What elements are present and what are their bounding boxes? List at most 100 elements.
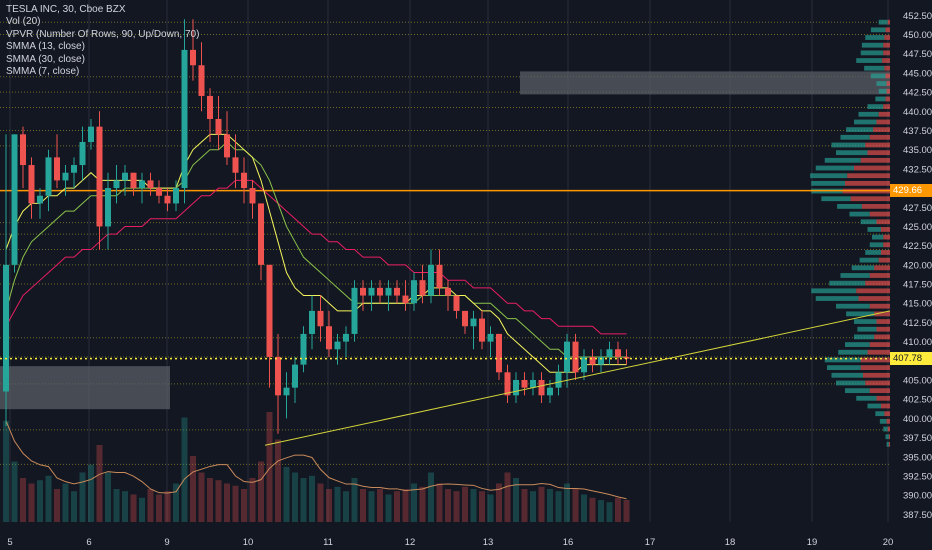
volume-bar-54 (462, 486, 468, 522)
y-tick-label-19: 435.00 (903, 145, 932, 156)
y-tick-label-5: 400.00 (903, 414, 932, 425)
volume-bar-9 (79, 472, 86, 522)
vpvr-down-54 (888, 434, 890, 440)
volume-bar-49 (419, 486, 426, 522)
candle-body-51 (436, 264, 443, 288)
candle-body-12 (105, 188, 111, 227)
candle-body-26 (224, 134, 230, 158)
vpvr-up-3 (861, 42, 884, 48)
candle-body-42 (360, 287, 366, 296)
vpvr-up-46 (831, 372, 863, 378)
vpvr-down-4 (883, 50, 890, 56)
volume-bar-40 (343, 491, 349, 522)
y-tick-label-15: 425.00 (903, 222, 932, 233)
candle-body-6 (54, 157, 60, 181)
y-tick-label-23: 445.00 (903, 68, 932, 79)
price-tag-last: 407.78 (890, 352, 932, 366)
y-tick-label-26: 452.50 (903, 11, 932, 22)
candle-body-57 (487, 333, 494, 342)
volume-bar-66 (564, 483, 570, 522)
volume-bar-56 (479, 491, 485, 522)
candle-body-21 (181, 49, 188, 189)
volume-bar-11 (96, 445, 103, 522)
vpvr-down-42 (869, 342, 890, 347)
vpvr-down-6 (884, 65, 890, 71)
candle-body-62 (530, 379, 536, 388)
vpvr-down-14 (873, 127, 890, 133)
volume-bar-19 (164, 491, 171, 522)
vpvr-up-9 (878, 88, 887, 94)
x-tick-label-5: 12 (405, 537, 416, 548)
volume-bar-64 (547, 489, 553, 522)
candle-body-53 (453, 295, 460, 311)
candle-body-56 (479, 318, 485, 342)
vpvr-up-38 (846, 311, 875, 317)
volume-bar-61 (521, 489, 528, 522)
volume-bar-45 (385, 494, 392, 522)
volume-bar-0 (3, 420, 9, 522)
candle-body-68 (581, 356, 587, 373)
candle-body-29 (249, 188, 256, 204)
vpvr-down-1 (885, 27, 890, 33)
volume-bar-44 (377, 489, 383, 522)
candle-body-55 (470, 318, 477, 327)
vpvr-down-48 (869, 388, 890, 394)
volume-bar-3 (28, 483, 35, 522)
y-tick-label-6: 402.50 (903, 395, 932, 406)
volume-bar-46 (394, 491, 400, 522)
smma30-line (5, 179, 627, 335)
candle-body-66 (564, 341, 570, 373)
x-tick-label-1: 6 (86, 537, 91, 548)
vpvr-down-36 (858, 296, 890, 301)
candle-body-35 (300, 333, 307, 365)
vpvr-down-30 (881, 250, 890, 255)
vpvr-down-52 (886, 418, 890, 424)
vpvr-up-12 (858, 111, 879, 117)
candle-body-7 (62, 172, 69, 181)
volume-bar-32 (275, 439, 281, 522)
candle-body-31 (266, 264, 273, 357)
legend-smma13: SMMA (13, close) (6, 41, 85, 53)
y-tick-label-12: 417.50 (903, 280, 932, 291)
y-tick-label-10: 412.50 (903, 318, 932, 329)
vpvr-down-8 (886, 81, 890, 86)
candle-body-72 (615, 349, 621, 357)
volume-bar-68 (581, 494, 587, 522)
candle-body-43 (368, 287, 375, 296)
volume-bar-1 (11, 461, 18, 522)
y-tick-label-13: 420.00 (903, 260, 932, 271)
candle-body-14 (122, 172, 128, 181)
y-tick-label-4: 397.50 (903, 433, 932, 444)
candle-body-64 (547, 387, 553, 396)
volume-bar-16 (139, 497, 145, 522)
vpvr-up-7 (870, 73, 886, 79)
vpvr-up-2 (865, 35, 885, 40)
candle-body-16 (139, 180, 145, 189)
vpvr-down-27 (881, 227, 890, 232)
y-tick-label-22: 442.50 (903, 88, 932, 99)
vpvr-up-8 (876, 81, 887, 86)
candle-body-41 (351, 287, 358, 334)
vpvr-up-34 (829, 280, 866, 286)
chart-legend: TESLA INC, 30, Cboe BZX Vol (20) VPVR (N… (6, 4, 199, 78)
vpvr-up-13 (854, 119, 877, 125)
vpvr-down-32 (874, 265, 890, 271)
zone-0 (520, 71, 890, 95)
candle-body-1 (11, 134, 18, 265)
candle-body-10 (88, 126, 94, 143)
candle-body-59 (504, 372, 511, 396)
vpvr-up-25 (849, 211, 870, 217)
vpvr-up-45 (827, 365, 861, 371)
candle-body-0 (3, 264, 9, 392)
vpvr-down-19 (854, 165, 890, 171)
candle-body-19 (164, 195, 171, 204)
volume-bar-29 (249, 478, 256, 522)
candle-body-46 (394, 287, 400, 296)
candle-body-38 (326, 326, 332, 350)
vpvr-up-42 (845, 342, 870, 347)
vpvr-up-37 (836, 303, 870, 309)
vpvr-up-36 (815, 296, 859, 301)
candle-body-22 (190, 49, 196, 66)
candle-body-69 (589, 356, 596, 365)
